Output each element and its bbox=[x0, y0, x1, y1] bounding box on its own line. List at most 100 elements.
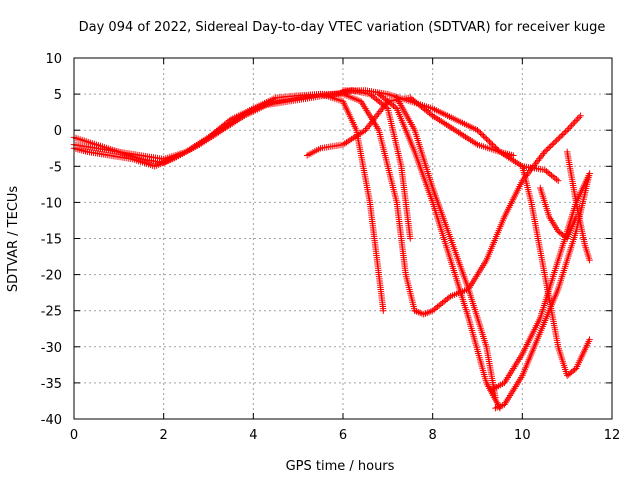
y-tick-label: -10 bbox=[41, 196, 62, 211]
data-point bbox=[481, 134, 489, 141]
data-point bbox=[407, 235, 414, 242]
data-point bbox=[487, 139, 495, 147]
data-point bbox=[544, 145, 551, 153]
data-point bbox=[376, 98, 383, 106]
data-point bbox=[375, 90, 383, 98]
data-point bbox=[559, 131, 566, 138]
x-tick-label: 12 bbox=[604, 428, 621, 443]
data-point bbox=[546, 144, 553, 151]
data-point bbox=[550, 139, 557, 147]
data-point bbox=[427, 111, 435, 118]
data-point bbox=[435, 302, 443, 309]
x-tick-label: 2 bbox=[160, 428, 168, 443]
data-point bbox=[490, 142, 498, 150]
data-point bbox=[440, 298, 448, 305]
series-arc-rise-2 bbox=[339, 87, 562, 184]
y-tick-label: -15 bbox=[41, 233, 62, 248]
data-point bbox=[378, 93, 386, 100]
grid-lines bbox=[74, 58, 612, 419]
y-tick-label: -20 bbox=[41, 269, 62, 284]
data-point bbox=[547, 142, 554, 150]
data-point bbox=[374, 97, 382, 104]
data-point bbox=[572, 213, 580, 221]
x-tick-label: 6 bbox=[339, 428, 347, 443]
data-point bbox=[586, 170, 593, 177]
data-point bbox=[572, 117, 580, 124]
series-arc-late-3 bbox=[537, 184, 580, 242]
series-arc-rebound-3 bbox=[487, 170, 593, 394]
data-point bbox=[474, 127, 481, 134]
data-point bbox=[562, 128, 569, 135]
data-point bbox=[434, 303, 441, 310]
series-arc-dive-2 bbox=[393, 94, 499, 401]
data-point bbox=[557, 132, 565, 140]
data-point bbox=[445, 294, 453, 301]
data-point bbox=[543, 147, 550, 154]
data-point bbox=[556, 134, 563, 141]
data-point bbox=[429, 307, 436, 314]
data-point bbox=[426, 109, 433, 117]
series-arc-rebound-1 bbox=[411, 112, 584, 318]
data-point bbox=[377, 92, 384, 99]
data-point bbox=[555, 135, 562, 143]
data-point bbox=[444, 295, 451, 303]
data-point bbox=[442, 296, 449, 304]
y-tick-label: -30 bbox=[41, 341, 62, 356]
data-point bbox=[493, 145, 501, 153]
data-point bbox=[563, 127, 571, 134]
y-tick-label: -35 bbox=[41, 377, 62, 392]
y-tick-label: -25 bbox=[41, 305, 62, 320]
data-point bbox=[224, 118, 231, 126]
data-point bbox=[391, 104, 399, 111]
data-point bbox=[432, 304, 440, 312]
data-point bbox=[380, 307, 387, 314]
data-point bbox=[569, 120, 577, 127]
data-point bbox=[483, 135, 490, 143]
y-tick-label: 5 bbox=[54, 88, 62, 103]
data-point bbox=[552, 138, 559, 145]
data-point bbox=[387, 100, 394, 107]
data-point bbox=[431, 306, 438, 313]
data-point bbox=[560, 129, 568, 137]
data-marks bbox=[70, 87, 593, 412]
data-point bbox=[439, 299, 446, 307]
series-arc-late-1 bbox=[519, 163, 593, 379]
data-point bbox=[492, 394, 499, 401]
x-tick-label: 8 bbox=[429, 428, 437, 443]
y-tick-label: -40 bbox=[41, 413, 62, 428]
x-tick-label: 10 bbox=[514, 428, 531, 443]
data-point bbox=[541, 148, 548, 156]
data-point bbox=[566, 123, 574, 131]
data-point bbox=[492, 144, 499, 151]
data-point bbox=[477, 129, 484, 137]
data-point bbox=[575, 114, 583, 121]
series-arc-main-3 bbox=[70, 87, 414, 242]
data-point bbox=[568, 122, 575, 129]
data-point bbox=[385, 98, 392, 106]
data-point bbox=[574, 115, 581, 123]
x-tick-label: 4 bbox=[249, 428, 257, 443]
data-point bbox=[480, 132, 487, 140]
data-point bbox=[586, 256, 593, 264]
data-point bbox=[390, 102, 397, 110]
data-point bbox=[388, 101, 396, 108]
data-point bbox=[383, 97, 391, 104]
x-axis-label: GPS time / hours bbox=[286, 459, 395, 474]
data-point bbox=[555, 177, 562, 184]
y-tick-label: 0 bbox=[54, 124, 62, 139]
data-point bbox=[489, 141, 496, 148]
data-point bbox=[382, 96, 389, 103]
chart-title: Day 094 of 2022, Sidereal Day-to-day VTE… bbox=[79, 20, 606, 35]
data-point bbox=[373, 96, 380, 103]
axis-ticks: 0 2 4 6 8 10 12 10 5 0 -5 -10 -15 -20 -25 -30 -35 -40 bbox=[41, 52, 621, 443]
y-tick-label: -5 bbox=[49, 160, 62, 175]
data-point bbox=[478, 131, 486, 138]
x-tick-label: 0 bbox=[70, 428, 78, 443]
data-point bbox=[424, 108, 432, 116]
data-point bbox=[495, 147, 502, 154]
y-tick-label: 10 bbox=[45, 52, 62, 67]
data-point bbox=[380, 94, 387, 102]
series-arc-dive-1 bbox=[375, 90, 504, 412]
data-point bbox=[586, 336, 593, 343]
